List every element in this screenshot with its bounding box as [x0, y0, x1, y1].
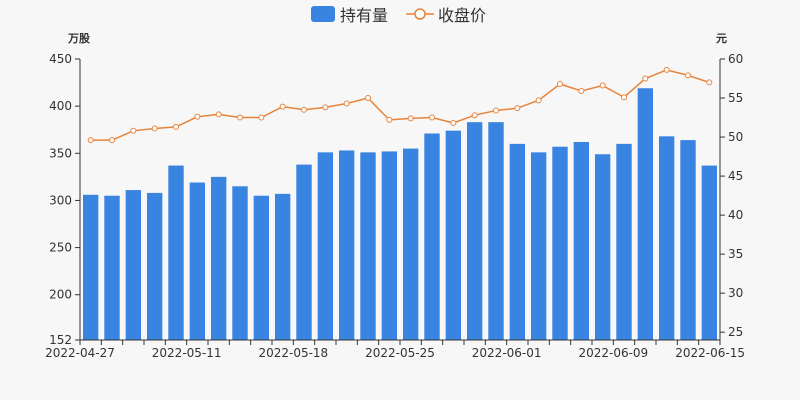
left-axis-tick-label: 250	[49, 241, 72, 255]
close-price-point[interactable]	[87, 137, 94, 144]
close-price-point[interactable]	[407, 115, 414, 122]
close-price-point[interactable]	[578, 88, 585, 95]
bar-holdings[interactable]	[488, 122, 504, 340]
bar-holdings[interactable]	[274, 193, 291, 340]
close-price-point[interactable]	[535, 97, 542, 104]
close-price-point[interactable]	[130, 127, 137, 134]
close-price-point[interactable]	[258, 114, 265, 121]
close-price-point[interactable]	[663, 66, 670, 73]
bar-holdings[interactable]	[82, 194, 99, 340]
bar-holdings[interactable]	[168, 165, 184, 340]
bar-holdings[interactable]	[232, 186, 248, 340]
legend-label-close-price: 收盘价	[438, 6, 486, 25]
left-axis-tick-label: 152	[49, 333, 72, 347]
left-axis-unit: 万股	[67, 32, 91, 45]
close-price-line-path	[90, 69, 710, 141]
close-price-point[interactable]	[365, 95, 371, 102]
close-price-point[interactable]	[706, 79, 713, 86]
close-price-point[interactable]	[471, 112, 478, 119]
left-axis-tick-label: 450	[49, 52, 72, 66]
close-price-point[interactable]	[685, 72, 691, 79]
close-price-point[interactable]	[642, 75, 649, 82]
bar-holdings[interactable]	[530, 152, 547, 340]
right-axis-tick-label: 45	[728, 169, 743, 183]
bar-holdings[interactable]	[445, 130, 462, 340]
bar-holdings[interactable]	[573, 141, 590, 340]
bar-holdings[interactable]	[253, 195, 270, 340]
bar-holdings[interactable]	[104, 195, 120, 340]
left-axis-tick-label: 350	[49, 146, 72, 160]
legend-label-holdings: 持有量	[340, 6, 388, 25]
axes: 152 200 250 300 350 400 450 25 30 35 40 45 50 55 60 202…	[45, 52, 745, 360]
right-axis-unit: 元	[716, 32, 727, 45]
close-price-point[interactable]	[621, 94, 627, 101]
close-price-point[interactable]	[493, 107, 499, 114]
close-price-point[interactable]	[194, 113, 201, 120]
x-axis-tick-label: 2022-04-27	[45, 346, 115, 360]
close-price-line	[87, 66, 713, 144]
right-axis-tick-label: 30	[728, 286, 743, 300]
close-price-point[interactable]	[429, 114, 435, 121]
bar-holdings[interactable]	[637, 88, 654, 341]
bar-holdings[interactable]	[146, 192, 163, 340]
close-price-point[interactable]	[215, 111, 222, 118]
bar-holdings[interactable]	[360, 152, 376, 340]
bar-holdings[interactable]	[125, 190, 142, 340]
x-axis-tick-label: 2022-06-01	[472, 346, 542, 360]
left-axis-tick-label: 200	[49, 288, 72, 302]
close-price-point[interactable]	[151, 125, 158, 132]
legend-swatch-holdings	[311, 6, 335, 22]
legend-marker-close-price	[414, 8, 426, 20]
close-price-point[interactable]	[109, 137, 115, 144]
bar-holdings[interactable]	[552, 146, 568, 340]
close-price-point[interactable]	[173, 123, 179, 130]
bar-holdings[interactable]	[338, 150, 355, 340]
close-price-point[interactable]	[450, 120, 457, 127]
bar-holdings[interactable]	[616, 143, 632, 340]
right-axis-tick-label: 40	[728, 208, 743, 222]
close-price-point[interactable]	[237, 114, 243, 121]
x-axis-tick-label: 2022-05-18	[258, 346, 328, 360]
close-price-point[interactable]	[557, 80, 563, 87]
bar-holdings[interactable]	[189, 182, 206, 340]
close-price-point[interactable]	[514, 105, 521, 112]
close-price-point[interactable]	[322, 104, 329, 111]
left-axis-tick-label: 300	[49, 193, 72, 207]
right-axis-tick-label: 35	[728, 247, 743, 261]
close-price-point[interactable]	[386, 116, 393, 123]
holdings-bars	[82, 88, 718, 341]
bar-holdings[interactable]	[317, 152, 334, 340]
right-axis-tick-label: 50	[728, 130, 743, 144]
x-axis-tick-label: 2022-05-11	[152, 346, 222, 360]
close-price-point[interactable]	[599, 82, 606, 89]
bar-holdings[interactable]	[658, 136, 675, 340]
right-axis-tick-label: 25	[728, 325, 743, 339]
close-price-point[interactable]	[343, 100, 350, 107]
bar-holdings[interactable]	[424, 133, 440, 340]
legend[interactable]: 持有量 收盘价	[311, 6, 486, 25]
right-axis-tick-label: 60	[728, 52, 743, 66]
close-price-point[interactable]	[279, 103, 286, 110]
bar-holdings[interactable]	[381, 151, 398, 340]
bar-holdings[interactable]	[701, 165, 718, 340]
left-axis-tick-label: 400	[49, 99, 72, 113]
right-axis-tick-label: 55	[728, 91, 743, 105]
x-axis-tick-label: 2022-06-15	[675, 346, 745, 360]
bar-holdings[interactable]	[210, 176, 227, 340]
x-axis-tick-label: 2022-06-09	[578, 346, 648, 360]
bar-holdings[interactable]	[296, 164, 312, 340]
bar-holdings[interactable]	[402, 148, 419, 340]
bar-holdings[interactable]	[509, 143, 526, 340]
x-axis-tick-label: 2022-05-25	[365, 346, 435, 360]
bar-holdings[interactable]	[680, 140, 696, 340]
close-price-point[interactable]	[301, 106, 307, 113]
bar-holdings[interactable]	[466, 122, 483, 340]
bar-holdings[interactable]	[594, 154, 611, 340]
